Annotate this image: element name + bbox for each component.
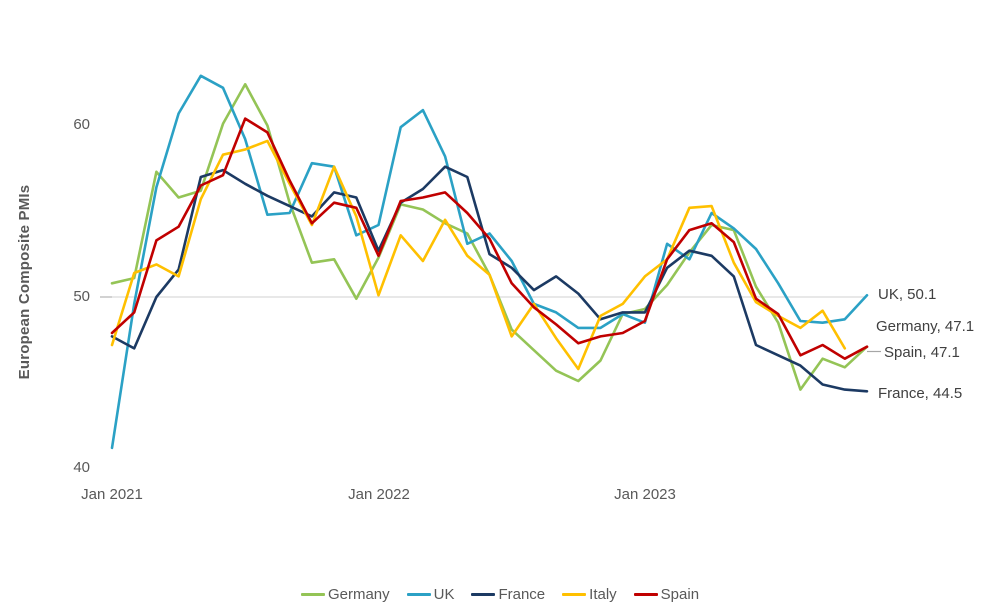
legend-item-germany: Germany [300,586,390,603]
y-axis-title: European Composite PMIs [16,184,33,380]
end-label-germany: Germany, 47.1 [876,318,975,335]
legend-label-germany: Germany [327,586,390,603]
spain-line-swatch [633,593,658,596]
legend-label-italy: Italy [589,586,617,603]
italy-line-swatch [562,593,587,596]
end-label-uk: UK, 50.1 [878,286,937,303]
legend-item-france: France [471,586,545,603]
end-label-spain: Spain, 47.1 [884,344,960,361]
legend-item-italy: Italy [562,586,617,603]
legend-label-uk: UK [433,586,455,603]
end-label-france: France, 44.5 [878,385,963,402]
y-tick-60: 60 [73,116,90,133]
series-line-uk [110,74,869,450]
legend-item-spain: Spain [633,586,700,603]
legend: Germany UK France Italy Spain [0,586,1000,603]
x-tick-jan-2022: Jan 2022 [348,486,410,503]
y-tick-40: 40 [73,459,90,476]
x-tick-jan-2023: Jan 2023 [614,486,676,503]
legend-label-france: France [498,586,546,603]
series-line-spain [110,117,869,361]
y-tick-50: 50 [73,288,90,305]
legend-label-spain: Spain [660,586,700,603]
legend-item-uk: UK [406,586,455,603]
series-line-france [110,165,869,393]
france-line-swatch [471,593,496,596]
germany-line-swatch [300,593,325,596]
series-lines [110,74,869,450]
uk-line-swatch [406,593,431,596]
x-tick-jan-2021: Jan 2021 [81,486,143,503]
